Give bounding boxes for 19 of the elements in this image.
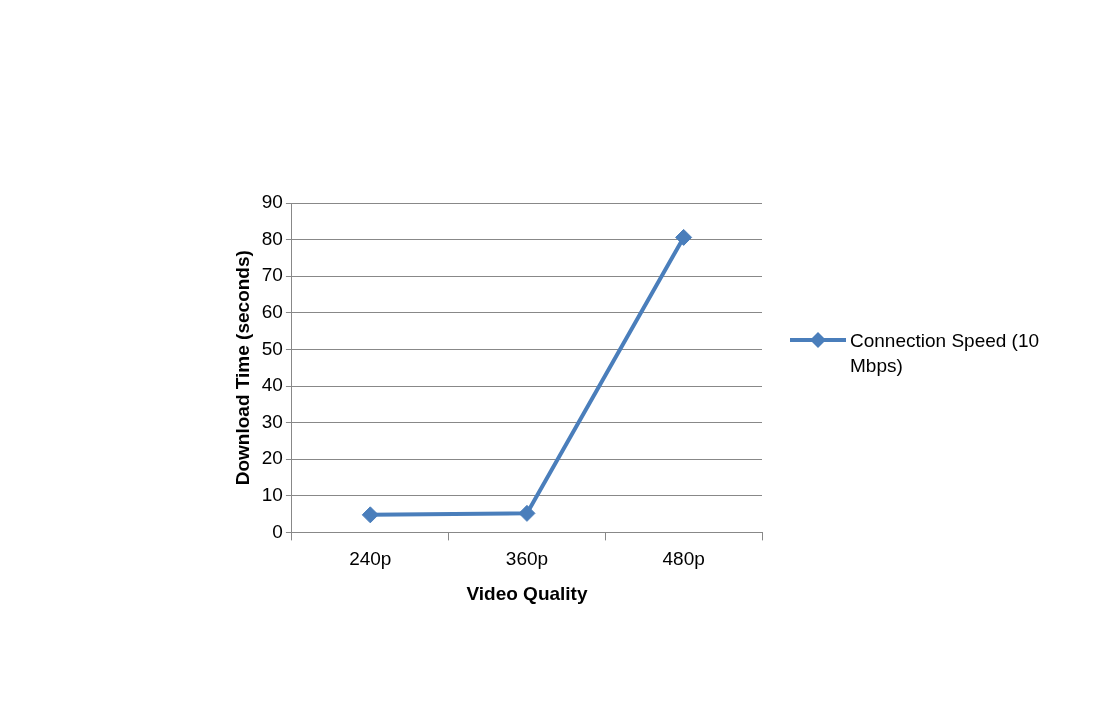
y-tick-label: 40 (261, 374, 283, 396)
y-tick-label: 10 (261, 484, 283, 506)
y-tick-label: 20 (261, 447, 283, 469)
y-tick-label: 70 (261, 264, 283, 286)
y-tick-label: 80 (261, 227, 283, 249)
y-tick-label: 60 (261, 301, 283, 323)
legend-label: Connection Speed (10 Mbps) (850, 329, 1041, 378)
y-tick-label: 50 (261, 337, 283, 359)
point (518, 504, 536, 522)
y-tick-label: 90 (261, 191, 283, 213)
x-tick-label: 480p (662, 548, 705, 570)
point (675, 228, 693, 246)
y-tick-label: 0 (272, 520, 283, 542)
point (361, 506, 379, 524)
x-tick-label: 360p (505, 548, 549, 570)
y-axis-title: Download Time (seconds) (231, 250, 253, 486)
y-tick-label: 30 (261, 410, 283, 432)
x-axis-title: Video Quality (466, 582, 588, 604)
x-tick-label: 240p (349, 548, 392, 570)
